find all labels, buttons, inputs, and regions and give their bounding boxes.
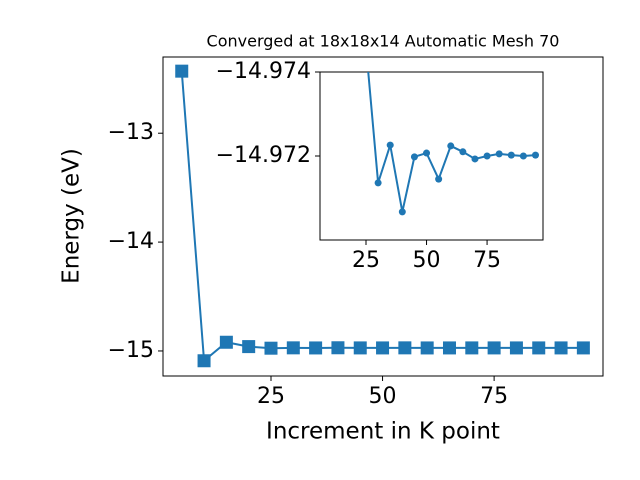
marker xyxy=(531,151,539,159)
marker xyxy=(264,341,278,355)
marker xyxy=(386,141,394,149)
x-tick-label: 50 xyxy=(369,384,397,409)
marker xyxy=(487,341,501,355)
plot-group xyxy=(367,72,539,216)
marker xyxy=(410,153,418,161)
marker xyxy=(353,341,367,355)
marker xyxy=(465,341,479,355)
marker xyxy=(376,341,390,355)
marker xyxy=(495,150,503,158)
marker xyxy=(309,341,323,355)
y-tick-label: −14.974 xyxy=(216,59,311,84)
marker xyxy=(435,175,443,183)
x-axis-label: Increment in K point xyxy=(266,419,500,445)
y-tick-label: −14 xyxy=(108,229,154,254)
marker xyxy=(420,341,434,355)
marker xyxy=(442,341,456,355)
marker xyxy=(398,208,406,216)
marker xyxy=(219,335,233,349)
marker xyxy=(331,341,345,355)
marker xyxy=(398,341,412,355)
marker xyxy=(507,151,515,159)
marker xyxy=(374,179,382,187)
marker xyxy=(447,142,455,150)
plot-area xyxy=(319,71,544,241)
plot-group xyxy=(175,64,590,368)
y-tick-label: −13 xyxy=(108,120,154,145)
marker xyxy=(532,341,546,355)
y-axis-label: Energy (eV) xyxy=(59,148,85,284)
marker xyxy=(242,340,256,354)
chart-title: Converged at 18x18x14 Automatic Mesh 70 xyxy=(207,32,560,51)
x-tick-label: 75 xyxy=(480,384,508,409)
marker xyxy=(519,152,527,160)
x-tick-label: 25 xyxy=(352,248,380,273)
x-tick-label: 25 xyxy=(257,384,285,409)
y-tick-label: −15 xyxy=(108,338,154,363)
marker xyxy=(576,341,590,355)
y-tick-label: −14.972 xyxy=(216,143,311,168)
x-tick-label: 75 xyxy=(473,248,501,273)
marker xyxy=(423,149,431,157)
marker xyxy=(471,155,479,163)
x-tick-label: 50 xyxy=(413,248,441,273)
marker xyxy=(483,152,491,160)
marker xyxy=(175,64,189,78)
marker xyxy=(509,341,523,355)
marker xyxy=(286,341,300,355)
marker xyxy=(459,148,467,156)
marker xyxy=(554,341,568,355)
marker xyxy=(197,354,211,368)
